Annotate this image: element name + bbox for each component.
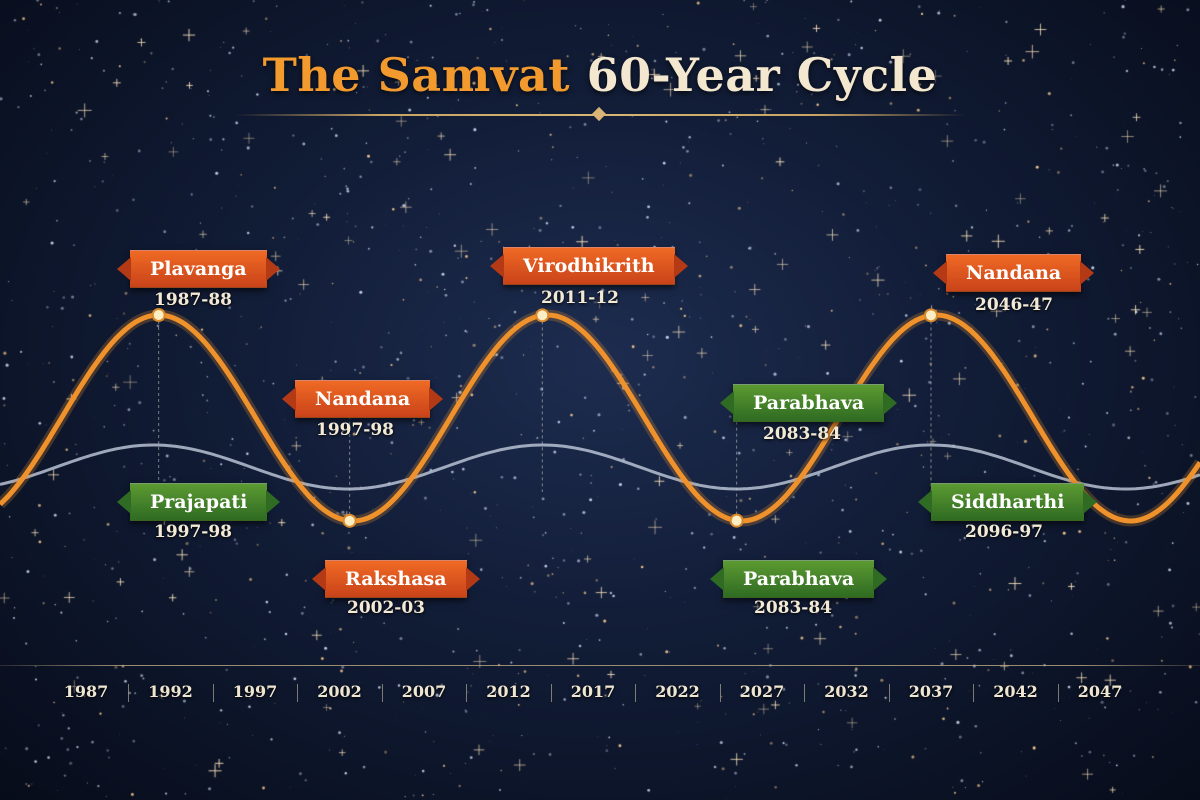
tick-label-2007: 2007 (401, 682, 447, 701)
primary-cycle-line (0, 312, 1200, 524)
tick-label-2012: 2012 (486, 682, 531, 701)
years-prajapati: 1997-98 (153, 522, 233, 542)
tick-separator (888, 684, 890, 702)
years-parabhava-upper: 2083-84 (762, 424, 842, 444)
tick-label-2037: 2037 (908, 682, 954, 701)
years-virodhikrith: 2011-12 (540, 288, 620, 308)
label-siddharthi: Siddharthi (917, 483, 1098, 521)
tick-separator (973, 684, 975, 702)
label-rakshasa: Rakshasa (312, 560, 480, 598)
label-parabhava-upper: Parabhava (719, 384, 898, 422)
page-title: The Samvat 60-Year Cycle (0, 48, 1200, 102)
years-plavanga: 1987-88 (153, 290, 233, 310)
tick-label-1987: 1987 (63, 682, 109, 701)
tick-label-2042: 2042 (993, 682, 1038, 701)
cycle-marker-1 (535, 308, 550, 323)
tick-label-2047: 2047 (1077, 682, 1123, 701)
tick-separator (719, 684, 721, 702)
tick-label-2017: 2017 (570, 682, 616, 701)
cycle-marker-4 (729, 513, 744, 528)
title-accent: The Samvat (262, 48, 571, 102)
tick-separator (128, 684, 130, 702)
guide-lines (158, 315, 932, 521)
years-nandana-mid: 1997-98 (315, 420, 395, 440)
label-virodhikrith: Virodhikrith (490, 247, 688, 285)
cycle-marker-3 (342, 513, 357, 528)
title-rest: 60-Year Cycle (586, 48, 938, 102)
tick-label-2032: 2032 (824, 682, 869, 701)
tick-label-2027: 2027 (739, 682, 785, 701)
tick-separator (550, 684, 552, 702)
tick-label-1992: 1992 (148, 682, 193, 701)
timeline-axis (0, 665, 1200, 666)
secondary-cycle-line (0, 443, 1200, 491)
years-nandana-top: 2046-47 (974, 295, 1054, 315)
tick-label-2002: 2002 (317, 682, 362, 701)
cycle-marker-0 (151, 308, 166, 322)
years-siddharthi: 2096-97 (964, 522, 1044, 542)
years-parabhava-lower: 2083-84 (753, 598, 833, 618)
label-nandana-mid: Nandana (281, 380, 444, 418)
tick-separator (1057, 684, 1059, 702)
label-plavanga: Plavanga (117, 250, 280, 288)
tick-separator (804, 684, 806, 702)
label-parabhava-lower: Parabhava (709, 560, 888, 598)
label-prajapati: Prajapati (116, 483, 281, 521)
tick-separator (297, 684, 299, 702)
tick-separator (381, 684, 383, 702)
tick-separator (466, 684, 468, 702)
tick-label-1997: 1997 (232, 682, 278, 701)
tick-label-2022: 2022 (655, 682, 700, 701)
years-rakshasa: 2002-03 (346, 598, 426, 618)
tick-separator (635, 684, 637, 702)
tick-separator (212, 684, 214, 702)
cycle-marker-2 (924, 308, 938, 323)
label-nandana-top: Nandana (932, 254, 1095, 292)
cycle-markers (151, 308, 938, 528)
